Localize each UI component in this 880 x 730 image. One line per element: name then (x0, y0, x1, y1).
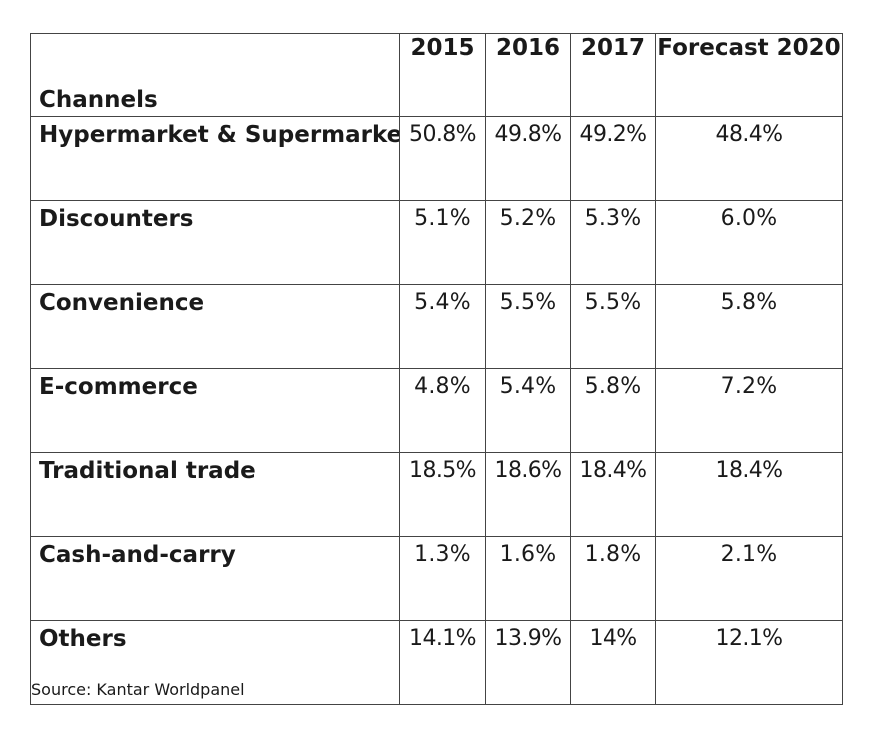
value-cell: 5.4% (399, 284, 486, 369)
value-cell: 49.8% (485, 116, 571, 201)
channel-share-table: Channels 2015 2016 2017 Forecast 2020 Hy… (30, 33, 843, 705)
value-cell: 14.1% (399, 620, 486, 705)
value-cell: 5.3% (570, 200, 656, 285)
value-cell: 5.2% (485, 200, 571, 285)
year-header-2015: 2015 (399, 33, 486, 117)
value-cell: 5.5% (485, 284, 571, 369)
value-cell: 18.5% (399, 452, 486, 537)
value-cell: 1.3% (399, 536, 486, 621)
value-cell: 13.9% (485, 620, 571, 705)
value-cell: 6.0% (655, 200, 843, 285)
table-row: Others 14.1% 13.9% 14% 12.1% (30, 620, 843, 705)
channel-label: E-commerce (30, 368, 400, 453)
table-row: Traditional trade 18.5% 18.6% 18.4% 18.4… (30, 452, 843, 537)
channel-label: Hypermarket & Supermarket (30, 116, 400, 201)
channel-label: Discounters (30, 200, 400, 285)
value-cell: 5.4% (485, 368, 571, 453)
value-cell: 49.2% (570, 116, 656, 201)
table-row: E-commerce 4.8% 5.4% 5.8% 7.2% (30, 368, 843, 453)
value-cell: 5.1% (399, 200, 486, 285)
value-cell: 18.4% (655, 452, 843, 537)
year-header-2016: 2016 (485, 33, 571, 117)
value-cell: 7.2% (655, 368, 843, 453)
value-cell: 4.8% (399, 368, 486, 453)
value-cell: 50.8% (399, 116, 486, 201)
channel-label: Others (30, 620, 400, 705)
value-cell: 12.1% (655, 620, 843, 705)
source-note: Source: Kantar Worldpanel (31, 680, 245, 699)
value-cell: 5.5% (570, 284, 656, 369)
year-header-2017: 2017 (570, 33, 656, 117)
value-cell: 5.8% (570, 368, 656, 453)
value-cell: 2.1% (655, 536, 843, 621)
table-row: Discounters 5.1% 5.2% 5.3% 6.0% (30, 200, 843, 285)
forecast-2020-header: Forecast 2020 (655, 33, 843, 117)
value-cell: 14% (570, 620, 656, 705)
value-cell: 1.8% (570, 536, 656, 621)
channel-label: Traditional trade (30, 452, 400, 537)
table-row: Convenience 5.4% 5.5% 5.5% 5.8% (30, 284, 843, 369)
table-row: Cash-and-carry 1.3% 1.6% 1.8% 2.1% (30, 536, 843, 621)
table-header-row: Channels 2015 2016 2017 Forecast 2020 (30, 33, 843, 117)
channel-label: Convenience (30, 284, 400, 369)
channel-label: Cash-and-carry (30, 536, 400, 621)
value-cell: 18.6% (485, 452, 571, 537)
value-cell: 48.4% (655, 116, 843, 201)
value-cell: 5.8% (655, 284, 843, 369)
table-row: Hypermarket & Supermarket 50.8% 49.8% 49… (30, 116, 843, 201)
value-cell: 1.6% (485, 536, 571, 621)
value-cell: 18.4% (570, 452, 656, 537)
channels-header: Channels (30, 33, 400, 117)
